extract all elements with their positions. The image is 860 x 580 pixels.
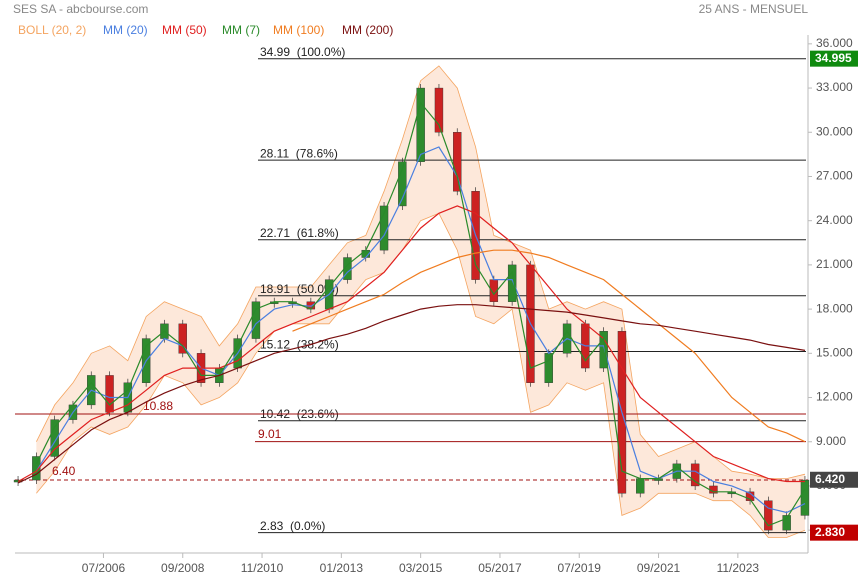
candle bbox=[782, 515, 791, 531]
fibonacci-label: 28.11 (78.6%) bbox=[260, 146, 338, 160]
x-tick-label: 09/2021 bbox=[637, 561, 681, 575]
y-tick-label: 18.000 bbox=[816, 301, 853, 315]
price-tag-label: 6.420 bbox=[815, 472, 845, 486]
candle bbox=[32, 456, 41, 481]
legend-entry: BOLL (20, 2) bbox=[18, 23, 86, 37]
price-tag-label: 2.830 bbox=[815, 525, 845, 539]
price-tag bbox=[810, 50, 858, 67]
candle bbox=[398, 161, 407, 207]
fibonacci-label: 15.12 (38.2%) bbox=[260, 338, 339, 352]
legend-entry: MM (200) bbox=[342, 23, 393, 37]
candle bbox=[50, 419, 59, 457]
x-tick-label: 11/2010 bbox=[241, 561, 284, 575]
candle bbox=[544, 353, 553, 383]
x-tick-label: 07/2006 bbox=[82, 561, 126, 575]
candle bbox=[507, 264, 517, 302]
y-tick-label: 36.000 bbox=[816, 36, 853, 50]
x-tick-label: 01/2013 bbox=[320, 561, 364, 575]
y-tick-label: 24.000 bbox=[816, 213, 853, 227]
x-tick-label: 11/2023 bbox=[717, 561, 760, 575]
chart-title: SES SA - abcbourse.com bbox=[13, 2, 148, 16]
y-tick-label: 9.000 bbox=[816, 434, 846, 448]
legend-entry: MM (100) bbox=[273, 23, 324, 37]
fibonacci-label: 34.99 (100.0%) bbox=[260, 45, 345, 59]
fibonacci-label: 18.91 (50.0%) bbox=[260, 282, 339, 296]
y-tick-label: 15.000 bbox=[816, 345, 853, 359]
legend-entry: MM (7) bbox=[222, 23, 260, 37]
x-tick-label: 07/2019 bbox=[558, 561, 602, 575]
moving-average bbox=[17, 304, 806, 484]
y-tick-label: 30.000 bbox=[816, 124, 853, 138]
reference-label: 6.40 bbox=[52, 464, 76, 478]
moving-average bbox=[35, 101, 806, 527]
y-tick-label: 27.000 bbox=[816, 169, 853, 183]
candle bbox=[636, 478, 645, 494]
bollinger-fill bbox=[36, 65, 805, 538]
x-tick-label: 03/2015 bbox=[399, 561, 443, 575]
candle bbox=[764, 500, 773, 531]
support-label: 10.88 bbox=[143, 399, 173, 413]
y-tick-label: 12.000 bbox=[816, 390, 853, 404]
candle bbox=[251, 301, 261, 339]
bollinger-upper bbox=[36, 65, 806, 479]
moving-average bbox=[17, 205, 805, 483]
candle bbox=[105, 375, 114, 413]
price-tag-label: 34.995 bbox=[815, 51, 852, 65]
candle bbox=[690, 463, 700, 487]
candle bbox=[599, 331, 608, 369]
candle bbox=[416, 87, 425, 162]
candle bbox=[178, 323, 187, 354]
price-tag bbox=[810, 524, 858, 541]
y-tick-label: 33.000 bbox=[816, 80, 853, 94]
fibonacci-label: 22.71 (61.8%) bbox=[260, 226, 339, 240]
candle bbox=[800, 479, 810, 516]
y-tick-label: 21.000 bbox=[816, 257, 853, 271]
candle bbox=[434, 87, 444, 133]
price-tag bbox=[810, 471, 858, 488]
chart-subtitle: 25 ANS - MENSUEL bbox=[699, 2, 809, 16]
support-label: 9.01 bbox=[258, 427, 282, 441]
legend-entry: MM (20) bbox=[103, 23, 148, 37]
x-tick-label: 05/2017 bbox=[478, 561, 522, 575]
fibonacci-label: 2.83 (0.0%) bbox=[260, 519, 325, 533]
moving-average bbox=[292, 249, 806, 443]
x-tick-label: 09/2008 bbox=[161, 561, 205, 575]
candle bbox=[453, 132, 462, 192]
moving-average bbox=[35, 146, 806, 514]
legend-entry: MM (50) bbox=[162, 23, 207, 37]
